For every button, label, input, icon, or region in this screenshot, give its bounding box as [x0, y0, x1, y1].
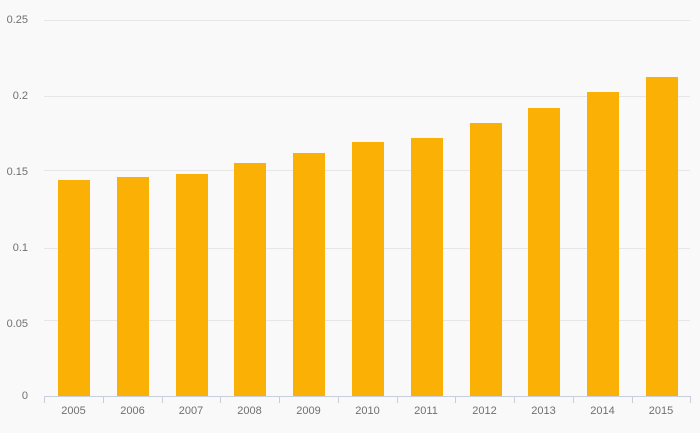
- ytick-label-0.05: 0.05: [6, 318, 28, 330]
- xtick-label-2007: 2007: [178, 405, 204, 417]
- bar-2008[interactable]: [234, 163, 266, 396]
- ytick-label-0: 0: [21, 390, 28, 402]
- xtick-label-2009: 2009: [296, 405, 321, 417]
- bar-2009[interactable]: [293, 153, 325, 396]
- xtick-mark-4: [279, 396, 280, 403]
- bar-2013[interactable]: [528, 108, 560, 396]
- bar-2011[interactable]: [411, 138, 443, 396]
- xtick-mark-1: [103, 396, 104, 403]
- xtick-mark-3: [220, 396, 221, 403]
- ytick-label-0.25: 0.25: [6, 14, 28, 26]
- gridline-0.2: [44, 96, 690, 97]
- xtick-mark-2: [162, 396, 163, 403]
- xtick-mark-6: [397, 396, 398, 403]
- bar-2014[interactable]: [587, 92, 619, 396]
- ytick-label-0.15: 0.15: [6, 166, 28, 178]
- xtick-mark-0: [44, 396, 45, 403]
- xtick-label-2008: 2008: [237, 405, 262, 417]
- xtick-label-2014: 2014: [590, 405, 615, 417]
- xtick-label-2005: 2005: [61, 405, 86, 417]
- x-axis-line: [44, 396, 690, 397]
- xtick-mark-8: [514, 396, 515, 403]
- ytick-label-0.1: 0.1: [12, 242, 28, 254]
- xtick-label-2015: 2015: [648, 405, 674, 417]
- bar-2012[interactable]: [470, 123, 502, 396]
- xtick-mark-5: [338, 396, 339, 403]
- gridline-0.25: [44, 20, 690, 21]
- xtick-mark-7: [455, 396, 456, 403]
- xtick-label-2012: 2012: [472, 405, 497, 417]
- xtick-label-2011: 2011: [414, 405, 438, 417]
- bar-2006[interactable]: [117, 177, 149, 396]
- xtick-label-2010: 2010: [355, 405, 380, 417]
- bar-2010[interactable]: [352, 142, 384, 396]
- bar-2015[interactable]: [646, 77, 678, 396]
- xtick-label-2006: 2006: [120, 405, 145, 417]
- bar-2005[interactable]: [58, 180, 90, 396]
- xtick-mark-11: [690, 396, 691, 403]
- xtick-mark-10: [632, 396, 633, 403]
- xtick-label-2013: 2013: [531, 405, 556, 417]
- bar-2007[interactable]: [176, 174, 208, 396]
- xtick-mark-9: [573, 396, 574, 403]
- ytick-label-0.2: 0.2: [12, 90, 28, 102]
